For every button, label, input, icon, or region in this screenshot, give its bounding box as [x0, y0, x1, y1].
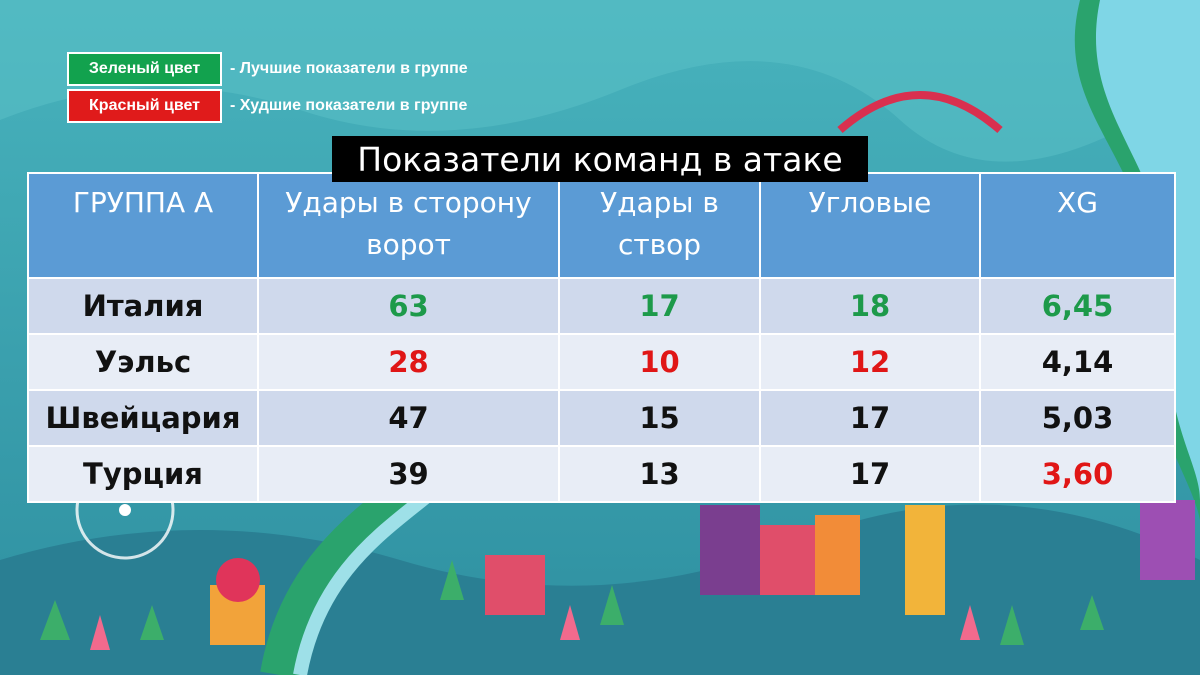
xg-value: 4,14: [979, 333, 1176, 391]
on-target-value: 17: [558, 277, 761, 335]
on-target-value: 13: [558, 445, 761, 503]
table-row: Уэльс 28 10 12 4,14: [27, 333, 1176, 391]
team-name: Уэльс: [27, 333, 259, 391]
header-shots: Удары в сторону ворот: [257, 172, 560, 279]
group-stats-table: ГРУППА А Удары в сторону ворот Удары в с…: [27, 172, 1176, 503]
team-name: Италия: [27, 277, 259, 335]
legend-red-text: - Худшие показатели в группе: [230, 97, 468, 114]
team-name: Турция: [27, 445, 259, 503]
header-on-target: Удары в створ: [558, 172, 761, 279]
header-corners: Угловые: [759, 172, 981, 279]
team-name: Швейцария: [27, 389, 259, 447]
header-xg: XG: [979, 172, 1176, 279]
legend-green-label: Зеленый цвет: [67, 52, 222, 86]
table-header-row: ГРУППА А Удары в сторону ворот Удары в с…: [27, 172, 1176, 279]
legend-worst: Красный цвет - Худшие показатели в групп…: [67, 89, 467, 123]
on-target-value: 15: [558, 389, 761, 447]
legend-red-label: Красный цвет: [67, 89, 222, 123]
corners-value: 17: [759, 445, 981, 503]
shots-value: 47: [257, 389, 560, 447]
on-target-value: 10: [558, 333, 761, 391]
legend-green-text: - Лучшие показатели в группе: [230, 60, 468, 77]
legend-best: Зеленый цвет - Лучшие показатели в групп…: [67, 52, 468, 86]
shots-value: 63: [257, 277, 560, 335]
corners-value: 18: [759, 277, 981, 335]
table-row: Турция 39 13 17 3,60: [27, 445, 1176, 503]
corners-value: 12: [759, 333, 981, 391]
header-group: ГРУППА А: [27, 172, 259, 279]
table-row: Швейцария 47 15 17 5,03: [27, 389, 1176, 447]
xg-value: 5,03: [979, 389, 1176, 447]
shots-value: 28: [257, 333, 560, 391]
xg-value: 3,60: [979, 445, 1176, 503]
table-row: Италия 63 17 18 6,45: [27, 277, 1176, 335]
shots-value: 39: [257, 445, 560, 503]
page-title: Показатели команд в атаке: [332, 136, 868, 182]
corners-value: 17: [759, 389, 981, 447]
xg-value: 6,45: [979, 277, 1176, 335]
